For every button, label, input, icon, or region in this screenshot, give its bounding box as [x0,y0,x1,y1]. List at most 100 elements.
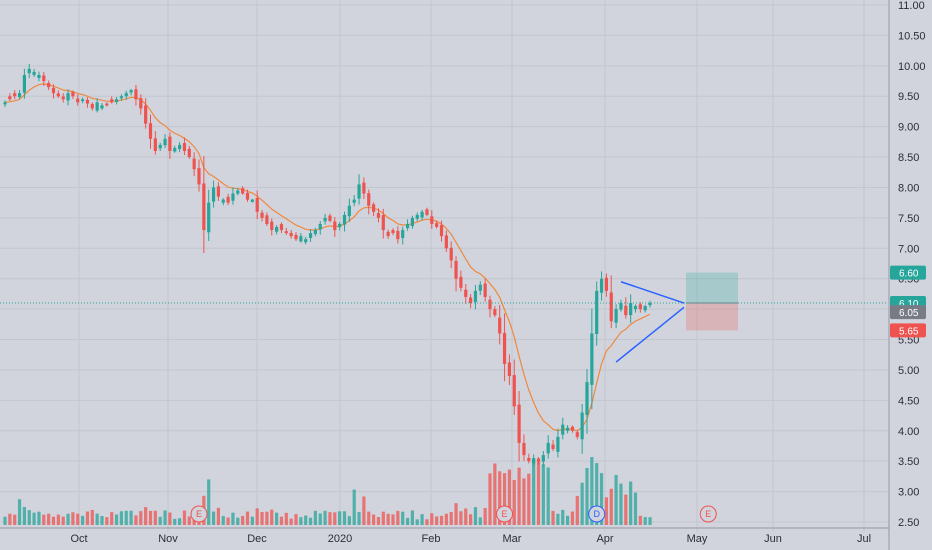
volume-bar [56,514,60,525]
candle [541,450,545,467]
candle [435,220,439,229]
candle-body [231,193,235,201]
volume-bar [396,510,400,525]
candle [71,90,75,99]
volume-bar [323,510,327,525]
candle-body [85,99,90,104]
candle [604,273,608,297]
volume-bar [27,510,31,525]
volume-bar [270,509,274,525]
candle [95,98,99,113]
volume-bar [226,517,230,525]
volume-bar [381,511,385,525]
volume-bar [488,473,492,525]
volume-bar [619,483,623,525]
candle [178,141,182,153]
candle-body [76,98,80,103]
volume-bar [105,517,109,525]
price-badge: 6.05 [890,305,926,320]
candle-body [71,91,75,97]
volume-bar [76,513,80,525]
volume-bar [595,463,599,525]
candle-body [478,284,482,291]
candle-body [275,227,279,232]
candle-body [168,136,172,151]
candle [27,63,31,79]
candle [585,368,589,434]
candle [522,434,526,461]
candle [493,306,497,318]
candle [333,217,337,238]
volume-bar [585,467,589,525]
candle [488,295,492,318]
candle-body [624,305,628,316]
candle-body [134,89,138,100]
candle [376,208,381,223]
candle-body [347,205,351,217]
candle [76,94,80,106]
candle [284,228,288,236]
candle-body [396,230,400,240]
candle-body [66,93,70,101]
candle-body [245,192,250,200]
candle-body [95,102,99,111]
candle-body [425,209,429,215]
volume-bar [483,507,487,525]
volume-bar [139,511,143,525]
candle [8,93,12,101]
volume-bar [590,457,594,525]
volume-bar [439,515,444,525]
candle [207,189,211,241]
triangle-pattern[interactable] [615,281,685,363]
candle-body [13,93,17,97]
candle-body [313,230,317,235]
volume-bar [284,512,288,525]
candle-body [333,221,337,231]
candle-body [556,436,560,452]
volume-bar [250,516,254,525]
volume-bar [435,516,439,525]
candle [498,305,502,345]
event-marker-circle [699,505,717,523]
volume-bar [386,513,390,525]
volume-bar [17,499,22,525]
volume-bar [66,513,70,525]
candle-body [522,442,526,456]
candle-body [367,193,371,206]
candle [483,278,487,302]
candle [405,219,410,231]
candle [444,230,448,253]
candle-body [551,444,555,450]
candle-body [381,215,385,231]
candle-body [289,232,293,237]
y-tick-label: 4.50 [898,395,919,407]
volume-bar [633,492,638,525]
candle-body [299,236,303,242]
volume-bar [231,512,235,525]
candle-body [158,144,162,149]
candle-body [464,289,468,297]
volume-bar [376,517,381,525]
candle [464,283,468,304]
volume-bar [90,509,94,525]
candle [148,114,153,149]
volume-bar [498,471,502,525]
volume-bar [168,512,172,525]
candle [536,457,541,465]
volume-bar [464,508,468,525]
volume-bar [158,516,162,525]
candle [638,302,642,313]
candle-body [129,90,133,93]
volume-bar [95,513,99,525]
candle [173,145,177,153]
candle [42,72,46,86]
candle [37,71,41,82]
x-tick-label: Oct [70,533,87,545]
candle-body [226,196,230,203]
candle [575,430,579,440]
position-tool[interactable] [686,272,738,331]
x-tick-label: Mar [503,533,522,545]
candle [270,218,274,236]
